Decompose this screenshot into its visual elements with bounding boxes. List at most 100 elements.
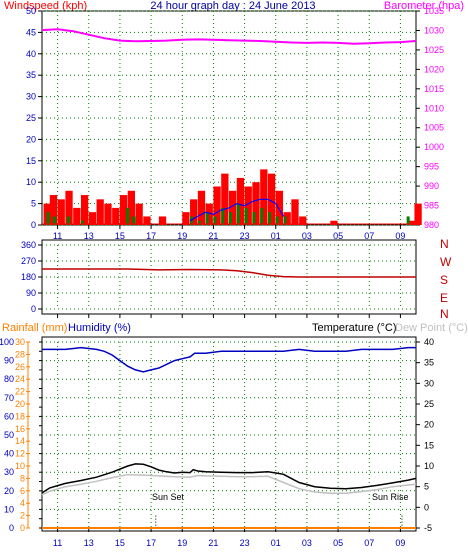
rainfall-tick-label: 8: [20, 473, 25, 483]
x-tick-label: 03: [302, 231, 312, 241]
direction-tick-label: 360: [21, 240, 36, 250]
wind-speed-bar: [236, 203, 240, 225]
wind-gust-bar: [190, 199, 198, 225]
wind-direction-line: [42, 268, 416, 278]
temperature-tick-label: 15: [424, 440, 434, 450]
compass-label-s: S: [440, 273, 448, 287]
humidity-temp-panel: [41, 336, 417, 532]
wind-gust-bar: [260, 169, 268, 225]
wind-gust-bar: [73, 207, 81, 225]
wind-gust-bar: [143, 216, 151, 225]
wind-speed-bar: [190, 216, 194, 225]
rainfall-tick-label: 16: [15, 424, 25, 434]
x-tick-label: 07: [364, 538, 374, 548]
rainfall-tick-label: 30: [15, 337, 25, 347]
direction-tick-label: 0: [31, 304, 36, 314]
temperature-tick-label: 20: [424, 420, 434, 430]
x-tick-label: 13: [84, 538, 94, 548]
humidity-tick-label: 80: [4, 374, 14, 384]
wind-speed-bar: [52, 216, 56, 225]
wind-gust-bar: [104, 203, 112, 225]
wind-baro-panel: [41, 10, 417, 226]
x-tick-label: 05: [333, 538, 343, 548]
x-tick-label: 11: [53, 538, 62, 548]
x-tick-label: 07: [364, 231, 374, 241]
humidity-line: [42, 346, 416, 373]
windspeed-tick-label: 45: [26, 27, 36, 37]
rainfall-tick-label: 28: [15, 349, 25, 359]
wind-speed-bar: [275, 216, 279, 225]
humidity-tick-label: 100: [0, 337, 14, 347]
rainfall-tick-label: 18: [15, 411, 25, 421]
wind-gust-bar: [119, 195, 128, 225]
wind-gust-bar: [197, 190, 206, 225]
dewpoint-line: [41, 473, 417, 496]
windspeed-tick-label: 15: [26, 156, 36, 166]
wind-gust-bar: [80, 195, 89, 225]
wind-gust-bar: [244, 186, 252, 225]
windspeed-axis-title: Windspeed (kph): [4, 0, 87, 12]
wind-speed-bar: [283, 216, 287, 225]
rainfall-tick-label: 0: [20, 523, 25, 533]
x-tick-label: 13: [84, 231, 94, 241]
wind-speed-bar: [205, 212, 209, 225]
wind-gust-bar: [88, 212, 97, 225]
windspeed-tick-label: 25: [26, 113, 36, 123]
barometer-tick-label: 1025: [424, 45, 444, 55]
wind-speed-bar: [197, 220, 201, 225]
barometer-tick-label: 1030: [424, 25, 444, 35]
wind-speed-bar: [80, 220, 84, 225]
x-tick-label: 11: [53, 231, 62, 241]
temperature-tick-label: -5: [424, 523, 432, 533]
humidity-tick-label: 40: [4, 449, 14, 459]
humidity-tick-label: 10: [4, 504, 14, 514]
humidity-tick-label: 60: [4, 411, 14, 421]
humidity-tick-label: 90: [4, 356, 14, 366]
compass-label-n-bottom: N: [440, 307, 449, 321]
x-tick-label: 15: [115, 231, 125, 241]
wind-gust-bar: [213, 186, 221, 225]
humidity-tick-label: 0: [9, 523, 14, 533]
wind-gust-bar: [408, 220, 416, 225]
temperature-axis-title: Temperature (°C): [312, 322, 396, 334]
x-tick-label: 19: [177, 538, 187, 548]
dewpoint-axis-title: Dew Point (°C): [395, 322, 468, 334]
temperature-tick-label: 0: [424, 502, 429, 512]
wind-speed-bar: [267, 212, 271, 225]
windspeed-tick-label: 0: [31, 220, 36, 230]
windspeed-tick-label: 40: [26, 49, 36, 59]
temperature-tick-label: 25: [424, 399, 434, 409]
humidity-axis-title: Humidity (%): [68, 322, 131, 334]
humidity-tick-label: 20: [4, 486, 14, 496]
barometer-tick-label: 1020: [424, 64, 444, 74]
wind-gust-bar: [135, 203, 143, 225]
rainfall-tick-label: 26: [15, 362, 25, 372]
x-tick-label: 23: [240, 231, 250, 241]
rainfall-tick-label: 10: [15, 461, 25, 471]
wind-speed-bar: [406, 216, 410, 225]
barometer-tick-label: 1035: [424, 6, 444, 16]
windspeed-tick-label: 10: [26, 177, 36, 187]
x-tick-label: 17: [146, 538, 156, 548]
wind-average-line: [189, 198, 285, 222]
x-tick-label: 01: [271, 231, 281, 241]
barometer-axis-title: Barometer (hpa): [384, 0, 464, 12]
rainfall-axis-title: Rainfall (mm): [2, 322, 67, 334]
wind-gust-bar: [283, 212, 291, 225]
barometer-tick-label: 990: [424, 181, 439, 191]
compass-label-e: E: [440, 291, 448, 305]
compass-label-n-top: N: [440, 237, 449, 251]
x-tick-label: 05: [333, 231, 343, 241]
temperature-tick-label: 10: [424, 461, 434, 471]
humidity-tick-label: 50: [4, 430, 14, 440]
direction-tick-label: 180: [21, 272, 36, 282]
barometer-tick-label: 1015: [424, 84, 444, 94]
direction-tick-label: 270: [21, 256, 36, 266]
wind-speed-bar: [221, 207, 225, 225]
wind-gust-bar: [49, 195, 58, 225]
x-tick-label: 23: [240, 538, 250, 548]
sunrise-label: Sun Rise: [372, 492, 409, 502]
rainfall-tick-label: 14: [15, 436, 25, 446]
wind-speed-bar: [244, 207, 248, 225]
